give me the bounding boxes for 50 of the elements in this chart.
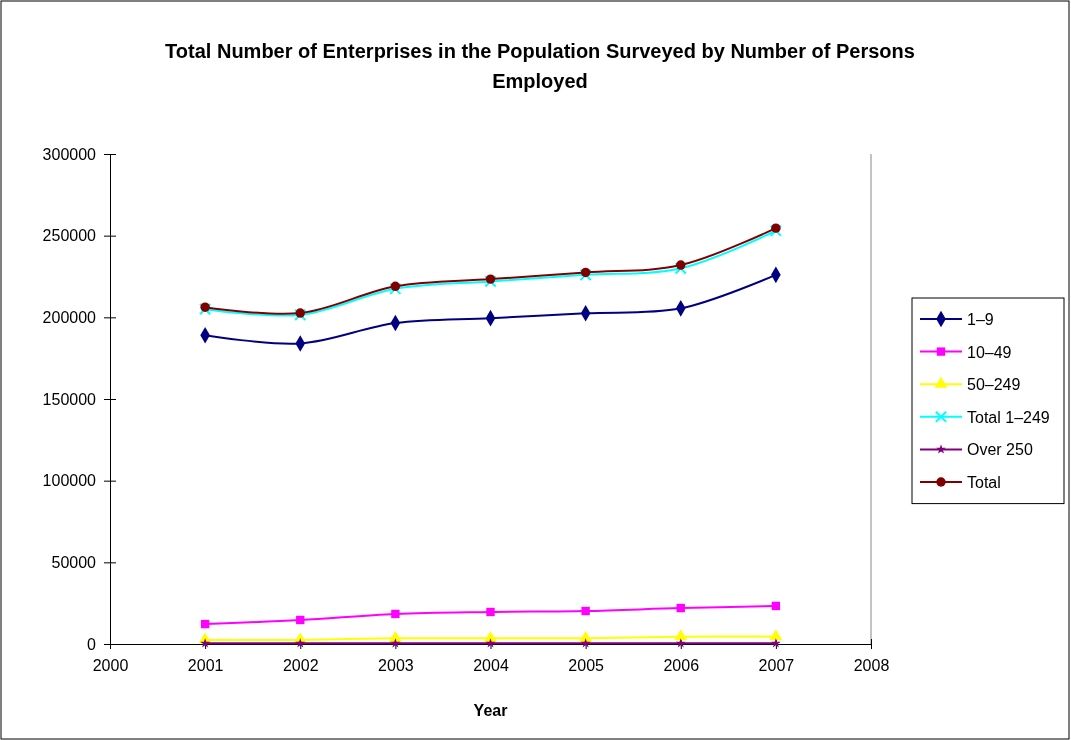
x-tick-label: 2001 — [187, 657, 224, 675]
x-tick-label: 2005 — [568, 657, 605, 675]
legend-label: Total 1–249 — [967, 408, 1050, 426]
legend-label: 1–9 — [967, 311, 994, 328]
legend-label: 10–49 — [967, 343, 1012, 361]
x-tick-label: 2006 — [663, 657, 700, 675]
y-tick-label: 200000 — [42, 308, 97, 326]
point — [484, 630, 497, 642]
point — [579, 630, 592, 642]
point — [200, 638, 211, 648]
point — [390, 638, 401, 648]
y-tick-label: 300000 — [42, 145, 97, 163]
point — [389, 630, 402, 642]
point — [391, 609, 400, 619]
point — [485, 274, 496, 284]
point — [769, 224, 782, 237]
point — [199, 303, 212, 316]
legend-label: Total — [967, 474, 1001, 491]
point — [296, 615, 305, 625]
point — [200, 302, 210, 312]
point — [581, 606, 590, 616]
x-tick-label: 2004 — [473, 657, 509, 675]
legend-label: 50–249 — [967, 376, 1021, 394]
x-tick-label: 2000 — [92, 657, 129, 675]
point — [485, 638, 496, 648]
x-tick-label: 2008 — [853, 657, 890, 675]
chart-title: Total Number of Enterprises in the Population Surveyed by Number of Persons Employed — [165, 40, 915, 92]
y-tick-label: 0 — [87, 635, 97, 653]
point — [771, 601, 781, 611]
point — [674, 629, 688, 641]
point — [770, 638, 781, 648]
point — [676, 603, 685, 613]
point — [295, 638, 306, 648]
y-tick-label: 100000 — [42, 472, 97, 490]
point — [484, 275, 497, 288]
legend-label: Over 250 — [967, 441, 1033, 459]
point — [486, 607, 495, 617]
y-tick-label: 50000 — [51, 553, 97, 571]
x-tick-label: 2002 — [282, 657, 319, 675]
point — [769, 629, 783, 641]
point — [675, 638, 686, 648]
x-tick-label: 2007 — [758, 657, 795, 675]
y-tick-label: 150000 — [42, 390, 97, 408]
point — [200, 619, 210, 629]
x-axis-title: Year — [473, 702, 508, 719]
y-tick-label: 250000 — [42, 227, 97, 245]
point — [771, 223, 781, 233]
point — [674, 262, 687, 275]
point — [676, 260, 686, 270]
x-tick-label: 2003 — [378, 657, 414, 675]
